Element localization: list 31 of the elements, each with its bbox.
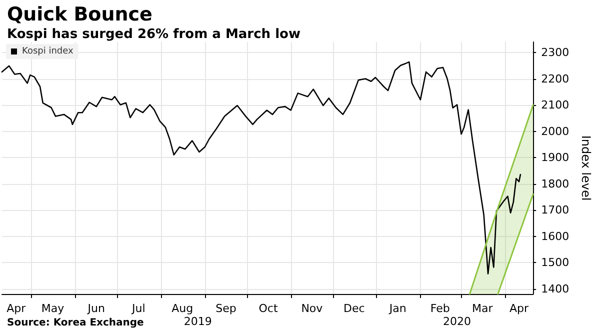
source-note: Source: Korea Exchange — [7, 318, 144, 328]
x-tick-label: Nov — [301, 302, 324, 315]
y-axis-title: Index level — [579, 135, 593, 201]
x-tick-label: Feb — [430, 302, 450, 315]
chart-subtitle: Kospi has surged 26% from a March low — [7, 27, 300, 42]
line-series — [1, 61, 522, 274]
x-tick-label: Jan — [388, 302, 406, 315]
x-tick-label: Mar — [472, 302, 494, 315]
y-tick-label: 2100 — [541, 98, 570, 112]
y-tick-label: 2000 — [541, 124, 570, 138]
x-tick-label: Oct — [258, 302, 278, 315]
y-tick-label: 1400 — [541, 282, 570, 296]
y-tick-label: 2200 — [541, 72, 570, 86]
x-tick-label: Apr — [6, 302, 26, 315]
y-tick-label: 1800 — [541, 177, 570, 190]
x2-tick-label: 2019 — [184, 315, 212, 328]
y-tick-label: 2300 — [541, 46, 570, 59]
y-tick-label: 1600 — [541, 230, 570, 243]
x-tick-label: Aug — [172, 302, 194, 315]
y-tick-label: 1700 — [541, 204, 570, 216]
legend-label: Kospi index — [22, 46, 74, 56]
x2-tick-label: 2020 — [443, 315, 472, 328]
y-tick-label: 1500 — [541, 256, 570, 269]
x-tick-label: Jun — [86, 302, 106, 315]
y-tick-label: 1900 — [541, 151, 570, 164]
x-tick-label: Dec — [344, 302, 365, 315]
x-tick-label: Jul — [131, 302, 146, 315]
x-tick-label: Apr — [510, 302, 530, 315]
chart-title: Quick Bounce — [7, 4, 152, 26]
x-tick-label: Sep — [216, 302, 236, 315]
x-tick-label: May — [41, 302, 65, 315]
